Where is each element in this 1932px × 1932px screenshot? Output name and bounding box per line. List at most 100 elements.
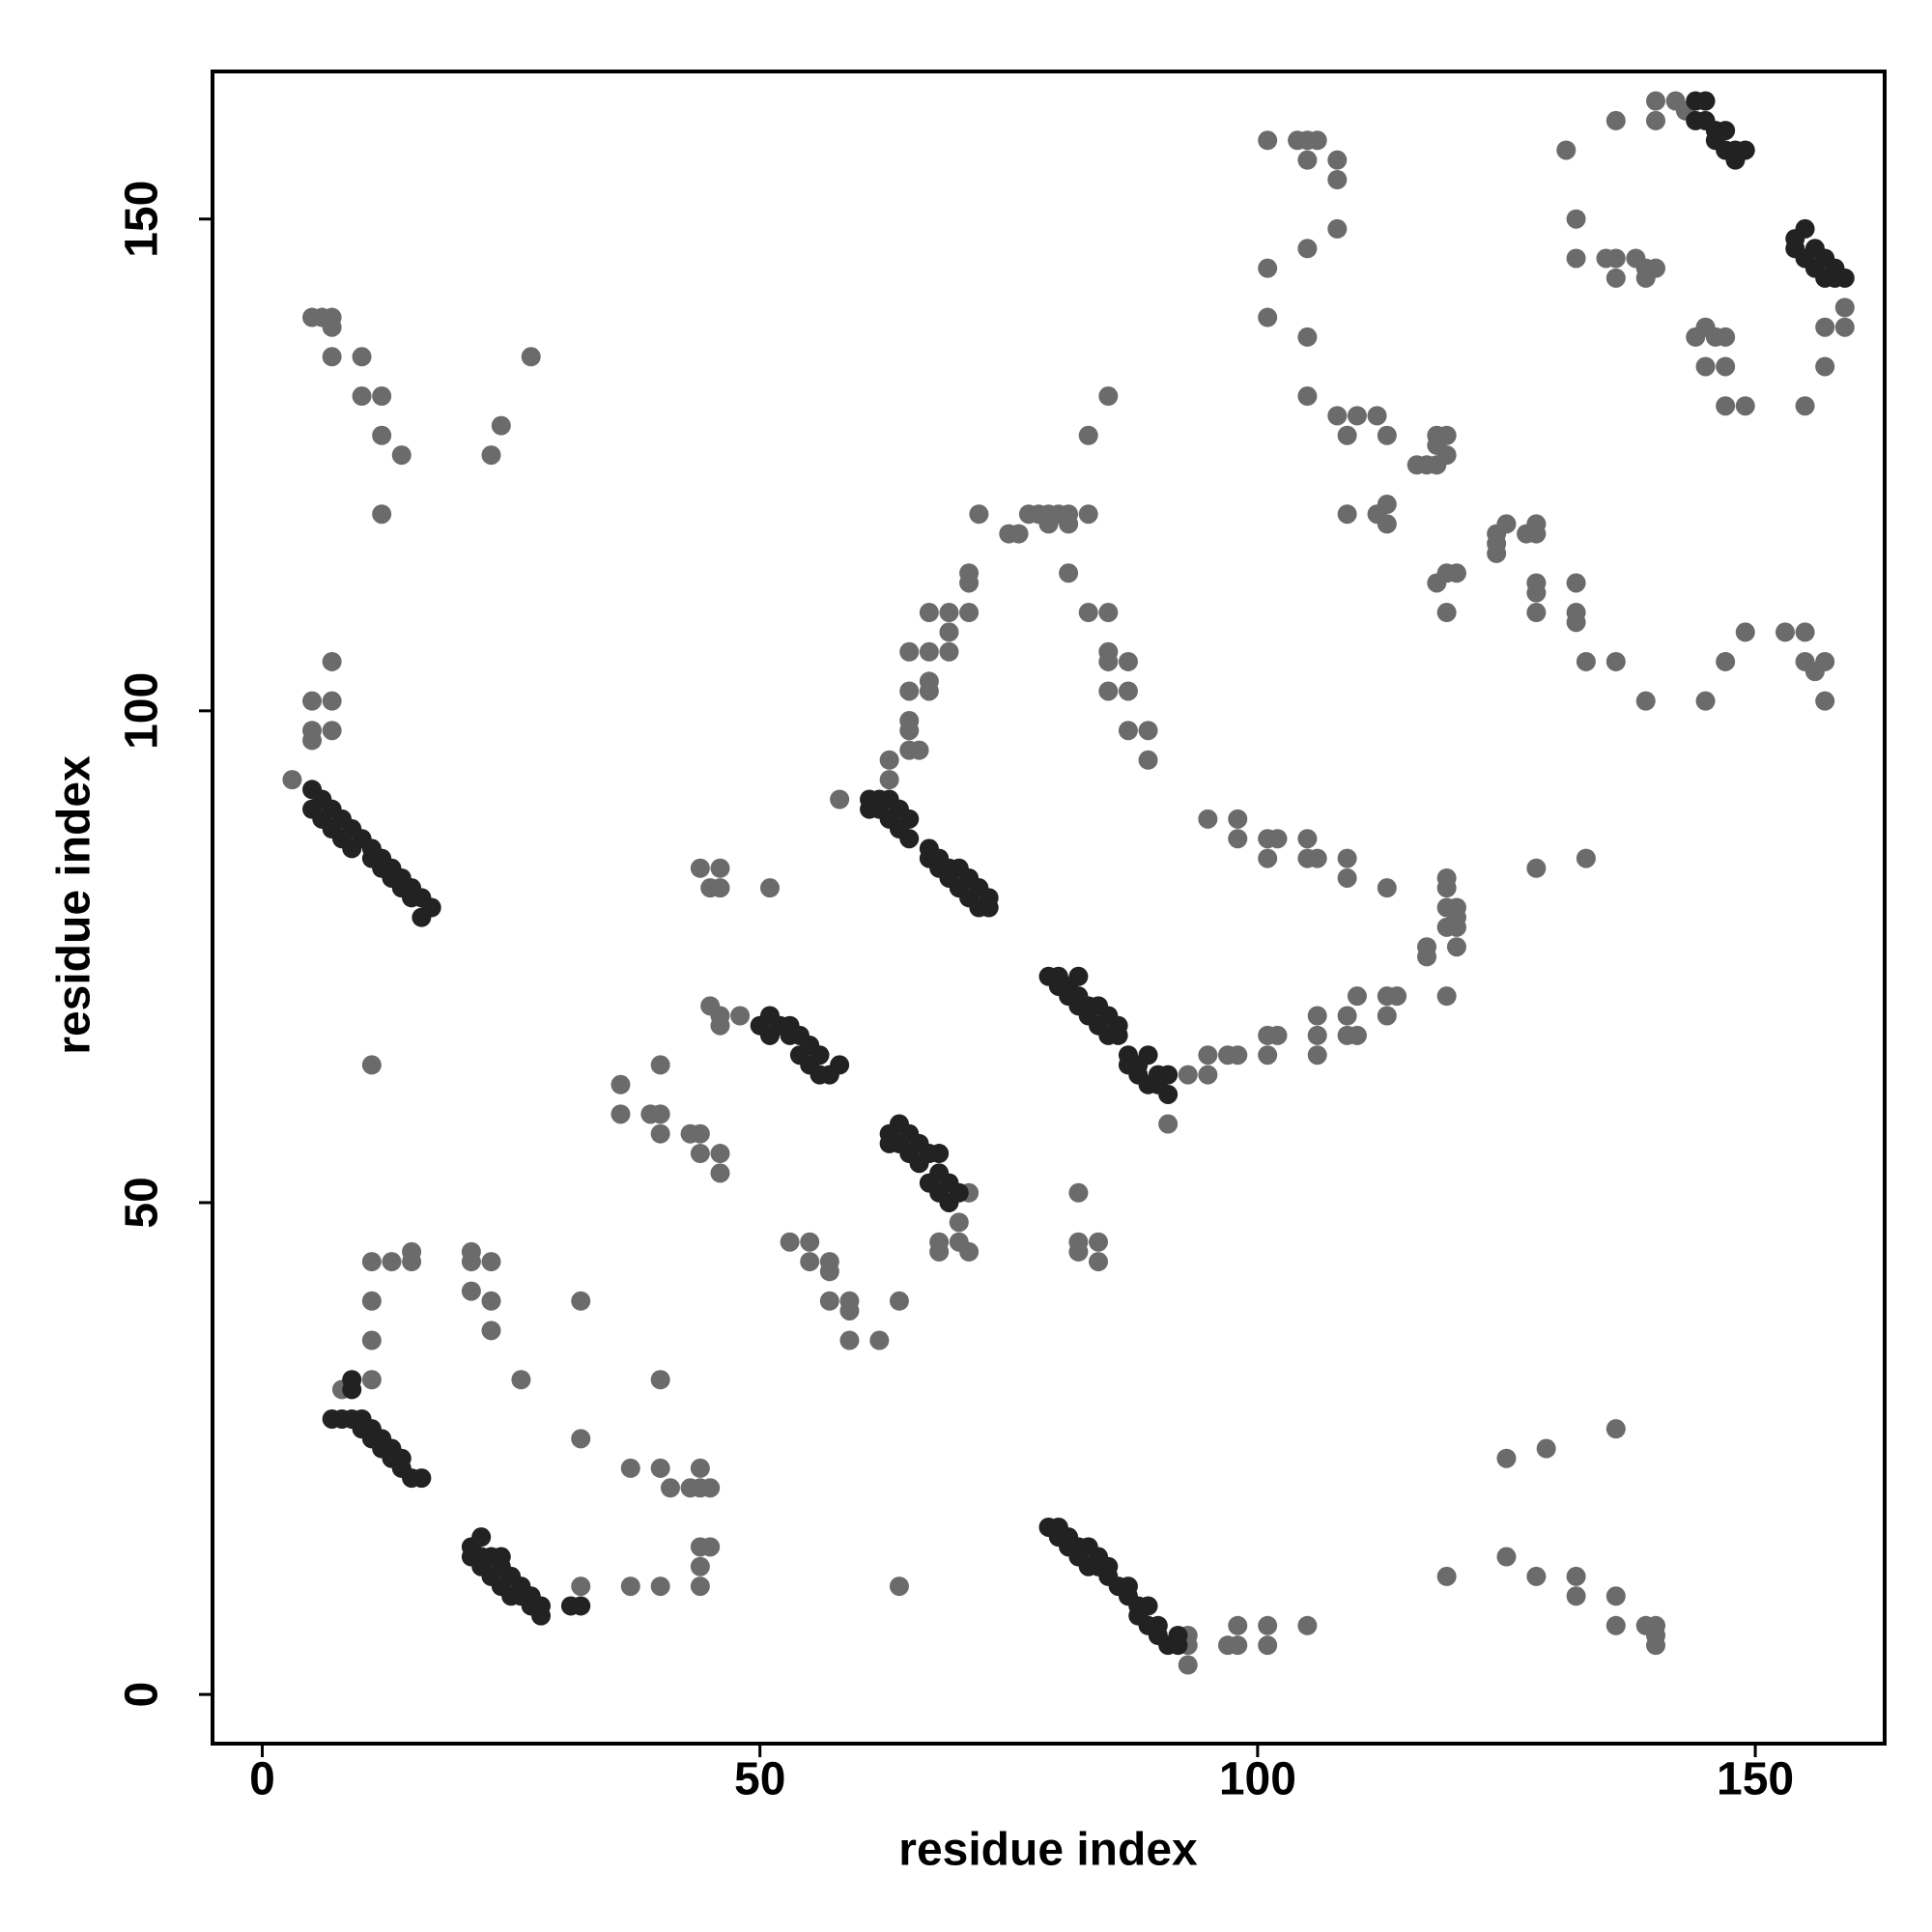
point xyxy=(1098,386,1119,407)
point xyxy=(481,1252,501,1272)
point xyxy=(1436,986,1457,1007)
point xyxy=(1775,622,1795,642)
point xyxy=(710,878,730,898)
point xyxy=(1417,937,1437,957)
point xyxy=(1496,1547,1517,1567)
point xyxy=(1367,406,1387,426)
point xyxy=(571,1577,591,1597)
point xyxy=(342,1370,362,1390)
point xyxy=(382,1252,402,1272)
point xyxy=(1089,1232,1109,1252)
point xyxy=(1258,1045,1278,1065)
point xyxy=(1198,1065,1218,1085)
point xyxy=(361,1330,382,1350)
point xyxy=(1059,514,1079,534)
point xyxy=(1496,514,1517,534)
point xyxy=(959,563,980,583)
point xyxy=(1297,327,1318,347)
point xyxy=(1098,1556,1119,1577)
point xyxy=(1258,258,1278,278)
point xyxy=(939,622,959,642)
point xyxy=(461,1241,481,1262)
point xyxy=(690,1123,710,1144)
point xyxy=(1716,327,1736,347)
point xyxy=(1815,691,1835,711)
point xyxy=(391,445,412,466)
point xyxy=(611,1074,631,1094)
point xyxy=(1716,356,1736,377)
point xyxy=(1138,750,1158,770)
point xyxy=(322,691,342,711)
point xyxy=(361,1370,382,1390)
point xyxy=(1009,524,1029,544)
point xyxy=(1436,603,1457,623)
point xyxy=(611,1104,631,1124)
point xyxy=(1695,356,1716,377)
point xyxy=(1258,307,1278,327)
point xyxy=(1795,622,1815,642)
point xyxy=(1735,396,1755,416)
point xyxy=(1834,298,1855,318)
y-tick-label: 100 xyxy=(117,672,168,750)
point xyxy=(650,1104,670,1124)
point xyxy=(919,671,939,692)
point xyxy=(1118,651,1138,671)
point xyxy=(1566,573,1586,593)
point xyxy=(660,1478,680,1498)
point xyxy=(810,1045,830,1065)
point xyxy=(1566,1586,1586,1606)
point xyxy=(1327,150,1348,170)
point xyxy=(481,1321,501,1341)
point xyxy=(1327,406,1348,426)
point xyxy=(361,1291,382,1311)
point xyxy=(1566,248,1586,269)
point xyxy=(949,1212,969,1233)
point xyxy=(1138,721,1158,741)
point xyxy=(491,1547,511,1567)
point xyxy=(1815,651,1835,671)
point xyxy=(1297,239,1318,259)
point xyxy=(322,721,342,741)
point xyxy=(1228,1045,1248,1065)
point xyxy=(1436,867,1457,888)
point xyxy=(1178,1065,1198,1085)
point xyxy=(1695,691,1716,711)
point xyxy=(899,711,920,731)
point xyxy=(959,1241,980,1262)
point xyxy=(1307,848,1327,868)
point xyxy=(352,347,372,367)
point xyxy=(1327,170,1348,190)
point xyxy=(1158,1114,1179,1134)
y-tick-label: 150 xyxy=(117,181,168,258)
point xyxy=(1297,386,1318,407)
point xyxy=(1307,130,1327,151)
point xyxy=(1496,1448,1517,1468)
point xyxy=(979,888,999,908)
point xyxy=(302,691,323,711)
point xyxy=(1258,130,1278,151)
point xyxy=(1098,651,1119,671)
point xyxy=(1098,603,1119,623)
point xyxy=(1068,1232,1089,1252)
point xyxy=(1446,907,1466,927)
point xyxy=(1178,1655,1198,1675)
point xyxy=(690,1458,710,1478)
y-axis-title: residue index xyxy=(49,755,100,1055)
point xyxy=(322,347,342,367)
point xyxy=(322,317,342,337)
point xyxy=(690,1577,710,1597)
point xyxy=(919,603,939,623)
point xyxy=(800,1232,820,1252)
point xyxy=(1307,1006,1327,1026)
point xyxy=(939,641,959,662)
point xyxy=(1377,425,1397,445)
point xyxy=(1307,1045,1327,1065)
point xyxy=(650,1370,670,1390)
point xyxy=(819,1252,839,1272)
point xyxy=(412,1468,432,1489)
point xyxy=(1387,986,1407,1007)
point xyxy=(899,809,920,829)
point xyxy=(1267,1025,1288,1045)
point xyxy=(830,789,850,810)
